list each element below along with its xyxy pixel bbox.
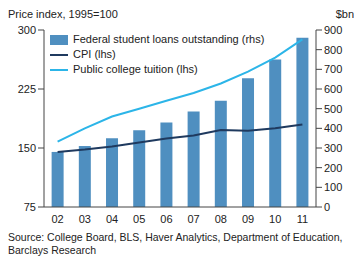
svg-text:05: 05	[133, 213, 145, 225]
html-text:$bn: $bn	[335, 8, 354, 20]
svg-text:700: 700	[324, 63, 342, 75]
svg-text:800: 800	[324, 44, 342, 56]
svg-text:225: 225	[18, 83, 36, 95]
svg-text:100: 100	[324, 181, 342, 193]
html-text:CPI (lhs): CPI (lhs)	[73, 48, 116, 60]
svg-text:10: 10	[269, 213, 281, 225]
svg-text:75: 75	[24, 201, 36, 213]
svg-text:06: 06	[160, 213, 172, 225]
svg-text:400: 400	[324, 122, 342, 134]
svg-text:300: 300	[324, 142, 342, 154]
svg-text:900: 900	[324, 24, 342, 36]
svg-text:07: 07	[187, 213, 199, 225]
svg-text:200: 200	[324, 162, 342, 174]
svg-text:11: 11	[297, 213, 308, 225]
svg-text:0: 0	[324, 201, 330, 213]
svg-text:600: 600	[324, 83, 342, 95]
svg-text:08: 08	[215, 213, 227, 225]
html-text:Price index, 1995=100: Price index, 1995=100	[8, 8, 118, 20]
svg-text:02: 02	[51, 213, 63, 225]
svg-text:500: 500	[324, 103, 342, 115]
html-text:Source: College Board, BLS, Ha: Source: College Board, BLS, Haver Analyt…	[8, 231, 343, 256]
svg-text:300: 300	[18, 24, 36, 36]
html-text:Federal student loans outstand: Federal student loans outstanding (rhs)	[73, 33, 265, 45]
svg-text:03: 03	[79, 213, 91, 225]
html-text:Public college tuition (lhs): Public college tuition (lhs)	[73, 63, 198, 75]
svg-text:04: 04	[106, 213, 118, 225]
svg-text:09: 09	[242, 213, 254, 225]
svg-text:150: 150	[18, 142, 36, 154]
